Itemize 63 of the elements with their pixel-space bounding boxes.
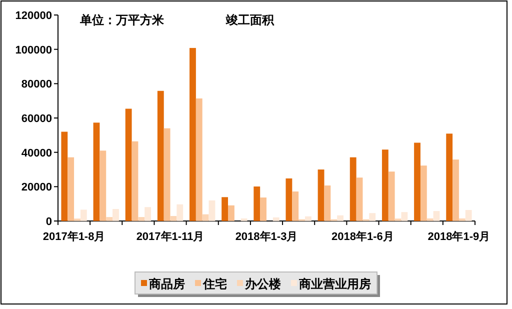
bar <box>337 215 344 221</box>
bar <box>272 217 280 221</box>
bar <box>164 128 170 221</box>
bar <box>426 218 434 221</box>
bar <box>356 178 363 221</box>
y-tick-label: 40000 <box>21 147 52 160</box>
bar <box>100 150 106 221</box>
bar <box>190 48 196 221</box>
y-tick-label: 20000 <box>21 182 52 194</box>
bar <box>228 205 234 221</box>
legend-label: 商业营业用房 <box>298 277 371 291</box>
bar <box>420 166 427 221</box>
bar <box>292 191 299 221</box>
bar <box>202 214 209 221</box>
x-tick-label: 2017年1-8月 <box>42 230 106 243</box>
y-tick-label: 60000 <box>21 113 52 125</box>
bar <box>157 90 164 221</box>
bar <box>324 185 331 221</box>
bar <box>414 142 420 221</box>
x-tick-label: 2017年1-11月 <box>136 230 204 243</box>
bar <box>286 178 292 221</box>
x-tick-label: 2018年1-6月 <box>332 230 394 243</box>
bar <box>465 210 472 221</box>
bar <box>61 132 68 221</box>
chart-title: 竣工面积 <box>225 13 275 27</box>
bar <box>222 197 228 221</box>
bar <box>93 122 100 221</box>
legend-label: 商品房 <box>148 277 185 291</box>
x-tick-label: 2018年1-3月 <box>235 230 298 243</box>
bar <box>304 216 312 221</box>
bar <box>144 207 152 221</box>
bar <box>458 218 466 221</box>
legend-label: 办公楼 <box>244 277 282 291</box>
bar <box>208 200 216 221</box>
bar <box>240 218 248 221</box>
bar <box>350 157 356 221</box>
bar <box>176 204 184 221</box>
bar <box>318 170 324 221</box>
bar <box>369 213 376 221</box>
bar <box>112 208 119 221</box>
bar <box>382 150 388 221</box>
bar <box>260 197 266 221</box>
bar <box>80 210 87 221</box>
bar <box>68 157 74 221</box>
y-tick-label: 0 <box>46 216 52 228</box>
bar <box>132 141 138 221</box>
bar <box>196 98 202 221</box>
y-tick-label: 120000 <box>15 10 52 22</box>
bar <box>452 160 459 221</box>
legend-label: 住宅 <box>202 277 227 291</box>
bar <box>446 134 453 221</box>
bar <box>125 108 132 221</box>
bar <box>254 186 260 221</box>
y-tick-label: 80000 <box>21 78 52 91</box>
bar <box>401 212 408 221</box>
bar <box>388 172 395 221</box>
bar <box>433 211 440 221</box>
annotation: 单位：万平方米 <box>79 13 165 27</box>
bar <box>138 217 145 221</box>
x-tick-label: 2018年1-9月 <box>428 230 490 243</box>
bar <box>170 216 177 221</box>
bar <box>106 217 113 221</box>
y-tick-label: 100000 <box>15 44 52 56</box>
